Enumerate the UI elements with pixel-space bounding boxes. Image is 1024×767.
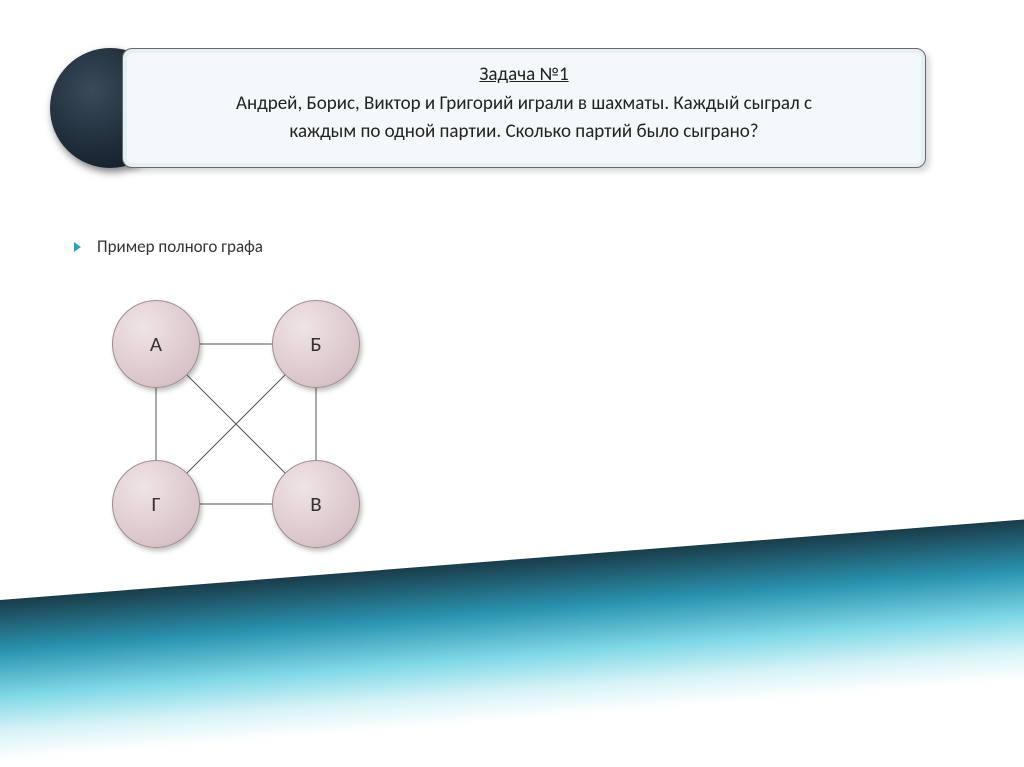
graph-node-label: В — [310, 491, 321, 517]
bullet-row: Пример полного графа — [74, 236, 263, 257]
graph-node-label: Б — [310, 331, 321, 357]
graph-node-A: А — [112, 300, 200, 388]
bullet-arrow-icon — [74, 242, 81, 252]
task-text-line1: Андрей, Борис, Виктор и Григорий играли … — [151, 90, 897, 118]
complete-graph: А Б Г В — [88, 286, 388, 566]
graph-node-label: А — [150, 331, 162, 357]
task-card: Задача №1 Андрей, Борис, Виктор и Григор… — [122, 48, 926, 168]
bullet-text: Пример полного графа — [97, 236, 263, 257]
slide: Задача №1 Андрей, Борис, Виктор и Григор… — [0, 0, 1024, 767]
graph-node-label: Г — [151, 491, 160, 517]
task-heading: Задача №1 — [151, 63, 897, 86]
task-text-line2: каждым по одной партии. Сколько партий б… — [151, 118, 897, 146]
graph-node-V: В — [272, 460, 360, 548]
graph-node-B: Б — [272, 300, 360, 388]
graph-node-G: Г — [112, 460, 200, 548]
